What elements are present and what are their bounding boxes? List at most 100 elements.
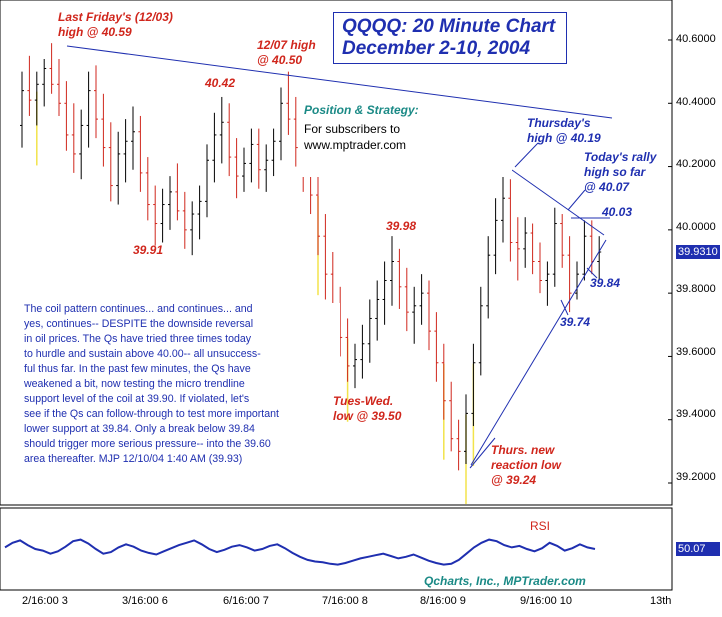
date-tick-label: 6/16:00 7 — [223, 595, 269, 607]
annotation-thurs-low-value: @ 39.24 — [491, 473, 537, 487]
coil-upper-trendline — [511, 169, 605, 236]
ohlc-bar — [404, 267, 409, 332]
ohlc-bar — [79, 109, 84, 180]
commentary-line: see if the Qs can follow-through to test… — [24, 408, 279, 420]
commentary-line: to hurdle and sustain above 40.00-- all … — [24, 348, 261, 360]
rsi-label: RSI — [530, 519, 551, 533]
ohlc-bar — [168, 176, 172, 230]
ohlc-bar — [552, 207, 557, 287]
ohlc-bar — [360, 324, 365, 379]
ohlc-bar — [316, 176, 320, 256]
upper-trendline — [66, 45, 613, 119]
ohlc-bar — [545, 261, 550, 306]
ohlc-bar — [138, 115, 143, 192]
ohlc-bar — [212, 112, 217, 183]
commentary-line: weakened a bit, now testing the micro tr… — [24, 378, 245, 390]
ohlc-bar — [175, 163, 180, 221]
ohlc-bar — [286, 71, 291, 135]
annotation-40-42: 40.42 — [205, 76, 236, 90]
ohlc-bar — [71, 103, 76, 173]
ohlc-bar — [49, 43, 54, 94]
ohlc-bar — [205, 144, 209, 218]
ohlc-bar — [375, 280, 380, 341]
annotation-39-74: 39.74 — [560, 315, 591, 329]
last-price-badge: 39.9310 — [676, 245, 720, 259]
ohlc-bar — [264, 144, 269, 192]
ohlc-bar — [456, 419, 461, 471]
ohlc-bar — [382, 261, 387, 325]
price-tick-label: 39.4000 — [676, 408, 716, 420]
annotation-thurs-low-2: reaction low — [491, 458, 562, 472]
commentary-line: should trigger more serious pressure-- i… — [24, 438, 271, 450]
ohlc-bar — [434, 312, 439, 382]
ohlc-bar — [190, 201, 195, 256]
date-tick-label: 8/16:00 9 — [420, 595, 466, 607]
annotation-39-91: 39.91 — [133, 243, 164, 257]
ohlc-bar — [353, 343, 357, 389]
ohlc-bar — [86, 71, 91, 148]
ohlc-bar — [42, 58, 47, 107]
date-tick-label: 3/16:00 6 — [122, 595, 168, 607]
chart-title-box: QQQQ: 20 Minute Chart December 2-10, 200… — [333, 12, 567, 64]
annotation-today-rally-2: high so far — [584, 165, 646, 179]
commentary-line: in oil prices. The Qs have tried three t… — [24, 333, 252, 345]
ohlc-bar — [20, 71, 24, 148]
commentary-line: lower support at 39.84. Only a break bel… — [24, 423, 255, 435]
commentary-line: support level of the coil at 39.90. If v… — [24, 393, 250, 405]
ohlc-bar — [145, 157, 150, 221]
price-tick-label: 40.6000 — [676, 33, 716, 45]
price-tick-label: 40.2000 — [676, 158, 716, 170]
ohlc-bar — [197, 185, 202, 240]
commentary-line: ful thus far. In the past few minutes, t… — [24, 363, 251, 375]
ohlc-bar — [160, 188, 165, 243]
leader-39-84 — [586, 267, 598, 279]
ohlc-bar — [367, 299, 372, 363]
ohlc-bar — [493, 198, 498, 275]
ohlc-bar — [153, 185, 158, 246]
annotation-today-rally-value: @ 40.07 — [584, 180, 630, 194]
ohlc-bar — [182, 191, 187, 249]
commentary-line: The coil pattern continues... and contin… — [24, 303, 253, 315]
ohlc-bar — [530, 223, 535, 275]
ohlc-bar — [441, 343, 446, 420]
coil-lower-trendline — [470, 239, 607, 466]
date-tick-label: 9/16:00 10 — [520, 595, 572, 607]
ohlc-bar — [390, 236, 394, 306]
rsi-panel — [0, 507, 673, 591]
ohlc-bar — [412, 286, 417, 344]
ohlc-bar — [560, 214, 565, 268]
ohlc-bar — [101, 93, 106, 167]
ohlc-bar — [108, 122, 113, 202]
date-tick-label: 7/16:00 8 — [322, 595, 368, 607]
annotation-1207-high-value: @ 40.50 — [257, 53, 303, 67]
ohlc-bar — [249, 128, 254, 183]
ohlc-bar — [242, 147, 246, 192]
annotation-thursday-high: Thursday's — [527, 116, 591, 130]
ohlc-bar — [131, 106, 135, 170]
ohlc-bar — [478, 286, 483, 376]
position-strategy-link[interactable]: www.mptrader.com — [304, 138, 407, 152]
ohlc-bar — [419, 274, 424, 325]
annotation-39-84: 39.84 — [590, 276, 621, 290]
date-tick-label: 2/16:00 3 — [22, 595, 68, 607]
date-tick-label: 13th — [650, 595, 672, 607]
position-strategy-line-1: For subscribers to — [304, 122, 401, 136]
price-tick-label: 40.4000 — [676, 96, 716, 108]
annotation-tues-wed-value: low @ 39.50 — [333, 409, 402, 423]
price-tick-label: 39.8000 — [676, 283, 716, 295]
ohlc-bar — [227, 103, 232, 177]
ohlc-bar — [94, 65, 98, 139]
commentary-line: area thereafter. MJP 12/10/04 1:40 AM (3… — [24, 453, 243, 465]
ohlc-bar — [597, 236, 602, 281]
ohlc-bar — [523, 217, 528, 268]
annotation-last-friday-value: high @ 40.59 — [58, 25, 132, 39]
ohlc-bar — [256, 128, 261, 189]
ohlc-bar — [123, 119, 128, 183]
annotation-thurs-low: Thurs. new — [491, 443, 555, 457]
commentary-box: The coil pattern continues... and contin… — [20, 303, 340, 473]
chart-subtitle: December 2-10, 2004 — [342, 38, 531, 59]
ohlc-bar — [464, 394, 468, 465]
annotation-1207-high: 12/07 high — [257, 38, 316, 52]
rsi-value-badge: 50.07 — [676, 542, 720, 556]
ohlc-bar — [293, 96, 298, 167]
